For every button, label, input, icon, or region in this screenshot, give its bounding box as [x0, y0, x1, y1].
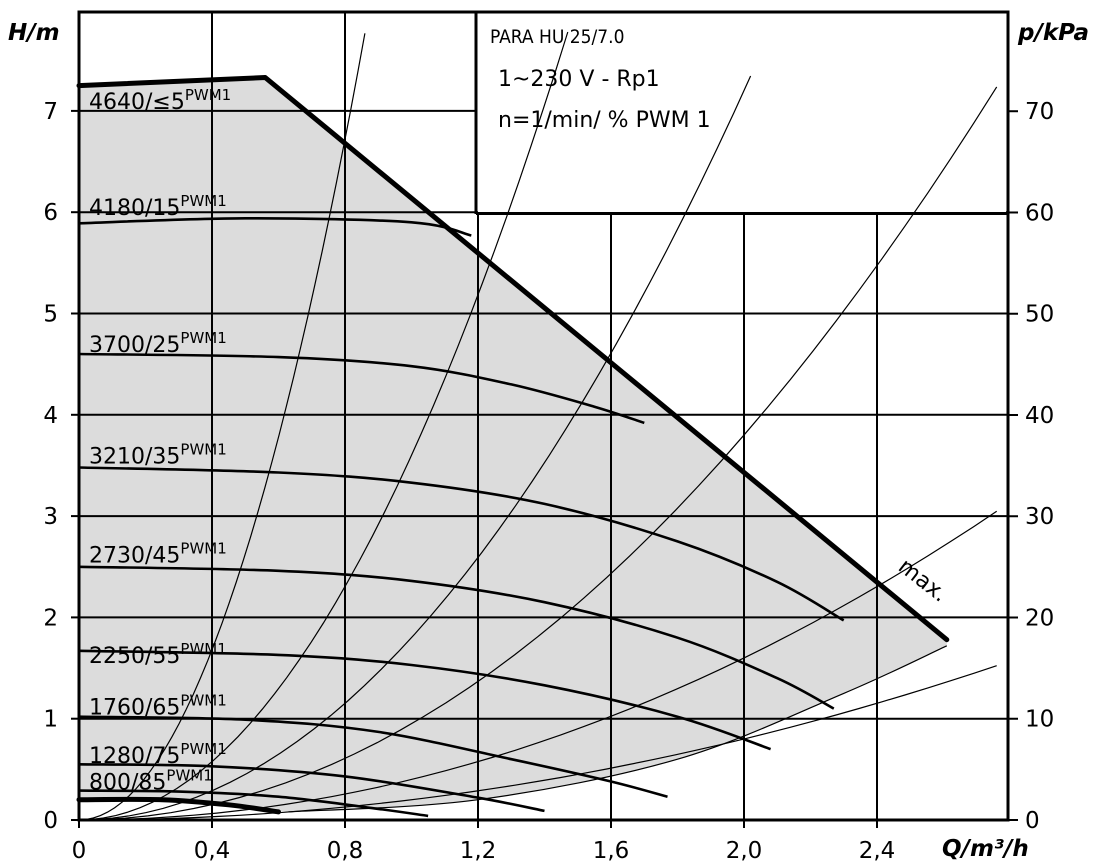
speed-curve-label-suffix: PWM1 [180, 329, 226, 347]
speed-curve [78, 789, 429, 818]
x-tick-label: 2,0 [726, 838, 763, 863]
speed-curve [78, 216, 472, 237]
speed-curve-label-value: 2250/55 [89, 644, 180, 669]
min-curve [76, 796, 281, 815]
plot-border [77, 10, 1010, 822]
speed-curve-label-value: 4640/≤5 [89, 90, 185, 115]
system-curve [78, 86, 998, 821]
max-curve-label: max. [893, 554, 952, 608]
y2-tick-label: 10 [1025, 707, 1054, 733]
speed-curve-label-suffix: PWM1 [180, 740, 226, 758]
speed-curve-label-suffix: PWM1 [180, 192, 226, 210]
speed-curves [76, 75, 950, 818]
grid [79, 12, 1008, 820]
y-tick-label: 7 [43, 99, 58, 125]
lower-boundary-curve [288, 645, 948, 813]
speed-curve-label-suffix: PWM1 [180, 692, 226, 710]
speed-curve-label: 800/85PWM1 [89, 767, 213, 796]
x-tick-label: 0,8 [327, 838, 364, 863]
speed-curve-label-suffix: PWM1 [180, 640, 226, 658]
speed-curve-label-value: 1280/75 [89, 744, 180, 769]
y2-tick-label: 0 [1025, 808, 1040, 834]
info-box: PARA HU 25/7.0 1~230 V - Rp1 n=1/min/ % … [490, 26, 711, 133]
speed-curve-label: 3700/25PWM1 [89, 329, 227, 358]
info-box-line1: 1~230 V - Rp1 [498, 67, 660, 92]
x-tick-label: 2,4 [859, 838, 896, 863]
speed-curve-label-value: 800/85 [89, 771, 166, 796]
x-axis-title: Q/m³/h [942, 836, 1029, 862]
system-curve [78, 665, 997, 821]
y-tick-label: 0 [43, 808, 58, 834]
y-tick-label: 4 [43, 403, 58, 429]
speed-curve [78, 466, 845, 622]
y-tick-label: 1 [43, 707, 58, 733]
speed-curve-label: 1280/75PWM1 [89, 740, 227, 769]
y2-tick-label: 50 [1025, 302, 1054, 328]
y2-tick-label: 30 [1025, 504, 1054, 530]
speed-curve-label-value: 3210/35 [89, 444, 180, 469]
speed-curve-label-suffix: PWM1 [180, 440, 226, 458]
operating-area-fill [79, 77, 947, 812]
speed-curve-label: 2730/45PWM1 [89, 540, 227, 569]
speed-curve-label-value: 4180/15 [89, 196, 180, 221]
curve-labels: 4640/≤5PWM14180/15PWM13700/25PWM13210/35… [89, 86, 231, 796]
y-axis-title: H/m [8, 20, 60, 46]
y-tick-label: 5 [43, 302, 58, 328]
info-box-background [478, 15, 1006, 212]
speed-curve-label-value: 3700/25 [89, 333, 180, 358]
axis-ticks: 0 0,4 0,8 1,2 1,6 2,0 2,4012345670102030405060… [43, 99, 1054, 863]
y2-tick-label: 60 [1025, 200, 1054, 226]
y2-tick-label: 70 [1025, 99, 1054, 125]
speed-curve-label: 3210/35PWM1 [89, 440, 227, 469]
x-tick-label: 0 [72, 838, 87, 863]
speed-curve-label-value: 2730/45 [89, 544, 180, 569]
operating-area [79, 77, 947, 812]
speed-curve [78, 352, 645, 425]
speed-curve-label: 1760/65PWM1 [89, 692, 227, 721]
speed-curve-label-suffix: PWM1 [166, 767, 212, 785]
speed-curve [78, 649, 772, 751]
speed-curve [78, 715, 668, 798]
speed-curve-label: 4640/≤5PWM1 [89, 86, 231, 115]
speed-curve-label: 2250/55PWM1 [89, 640, 227, 669]
y-tick-label: 6 [43, 200, 58, 226]
x-tick-label: 1,2 [460, 838, 497, 863]
y-tick-label: 2 [43, 605, 58, 631]
max-curve [76, 75, 950, 643]
plot-frame [77, 10, 1010, 822]
y-tick-label: 3 [43, 504, 58, 530]
speed-curve-label: 4180/15PWM1 [89, 192, 227, 221]
x-tick-label: 1,6 [593, 838, 630, 863]
info-box-title: PARA HU 25/7.0 [490, 26, 624, 48]
speed-curve [78, 763, 545, 813]
speed-curve-label-value: 1760/65 [89, 696, 180, 721]
speed-curve-label-suffix: PWM1 [185, 86, 231, 104]
speed-curve [78, 565, 835, 710]
info-box-line2: n=1/min/ % PWM 1 [498, 108, 711, 133]
speed-curve-label-suffix: PWM1 [180, 540, 226, 558]
x-tick-label: 0,4 [194, 838, 231, 863]
y2-tick-label: 20 [1025, 605, 1054, 631]
y2-axis-title: p/kPa [1017, 20, 1089, 46]
y2-tick-label: 40 [1025, 403, 1054, 429]
system-curve [78, 510, 998, 821]
